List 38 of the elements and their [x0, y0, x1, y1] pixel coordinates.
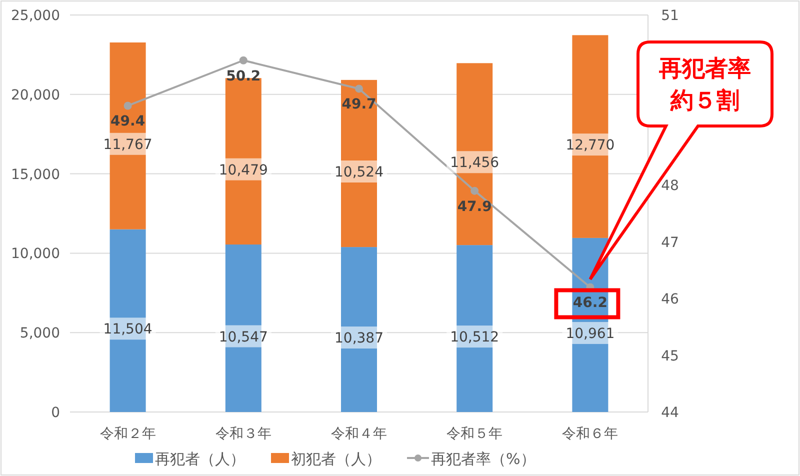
data-label: 10,479	[218, 162, 268, 178]
y-tick-label: 15,000	[11, 166, 60, 183]
y2-tick-label: 51	[661, 8, 679, 24]
x-tick-label: 令和４年	[331, 426, 387, 442]
x-tick-label: 令和６年	[562, 426, 618, 442]
y2-tick-label: 44	[661, 405, 679, 421]
data-label: 49.7	[342, 96, 376, 113]
y2-tick-label: 48	[661, 178, 679, 194]
data-label: 11,456	[450, 155, 500, 172]
data-label: 10,547	[218, 329, 268, 346]
y-tick-label: 10,000	[11, 246, 60, 262]
y-tick-label: 20,000	[11, 87, 60, 104]
y2-tick-label: 46	[661, 292, 679, 308]
y2-tick-label: 47	[661, 234, 679, 251]
data-label: 10,961	[566, 326, 615, 342]
data-label: 49.4	[110, 114, 146, 130]
point	[355, 84, 363, 93]
x-tick-label: 令和２年	[100, 426, 156, 442]
y2-tick-label: 45	[661, 348, 679, 364]
data-label: 10,512	[450, 330, 500, 346]
point	[470, 186, 479, 195]
legend-label: 初犯者（人）	[291, 450, 381, 468]
x-tick-label: 令和３年	[215, 426, 272, 442]
point	[124, 102, 132, 110]
data-label: 10,524	[334, 164, 384, 180]
data-label: 12,770	[566, 138, 615, 154]
data-label: 11,504	[103, 322, 152, 338]
legend-label: 再犯者（人）	[155, 450, 245, 468]
data-label: 10,387	[334, 330, 384, 347]
y-tick-label: 25,000	[11, 8, 60, 24]
y-tick-label: 0	[51, 405, 60, 421]
x-tick-label: 令和５年	[446, 426, 503, 442]
y-tick-label: 5,000	[20, 326, 60, 342]
point	[239, 56, 248, 64]
legend-label: 再犯者率（%）	[431, 450, 536, 468]
data-label: 47.9	[457, 198, 492, 215]
data-label: 46.2	[572, 295, 608, 312]
data-label: 11,767	[103, 136, 152, 153]
